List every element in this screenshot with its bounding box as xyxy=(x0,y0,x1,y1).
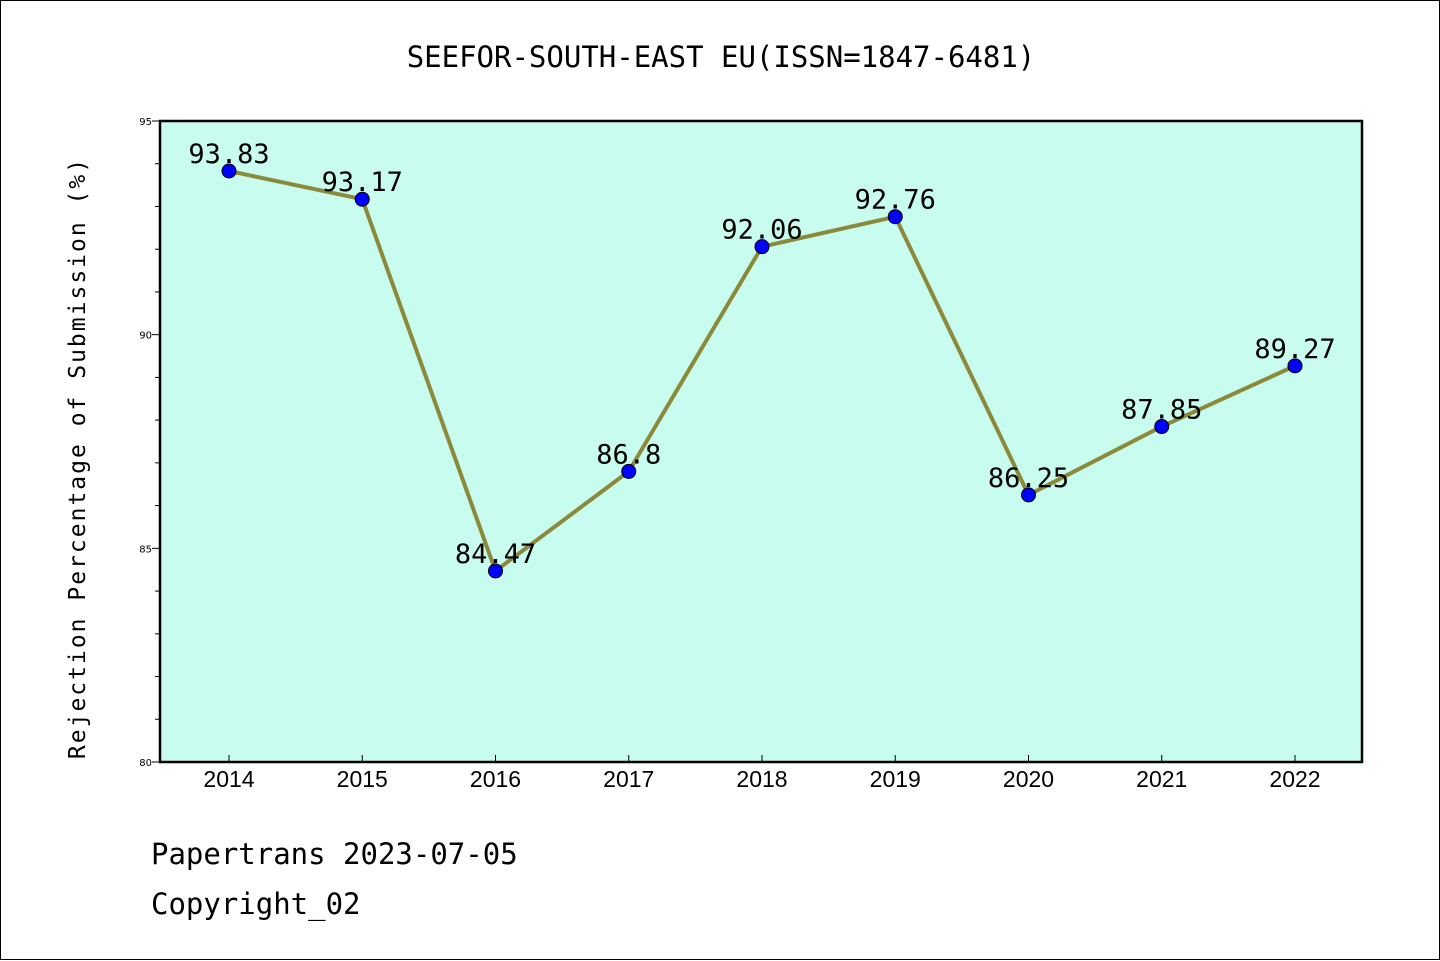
data-point-marker xyxy=(488,563,503,579)
y-tick-label: 90 xyxy=(139,331,152,342)
y-tick-label: 95 xyxy=(139,117,152,128)
x-tick-label: 2021 xyxy=(1136,766,1187,792)
series-line-group: 93.83 93.17 84.47 86.8 92.06 92.76 86.25 87.85 8… xyxy=(188,139,1336,579)
y-tick-label: 80 xyxy=(139,758,152,769)
data-point-marker xyxy=(1154,419,1170,435)
data-label: 86.25 xyxy=(988,463,1069,494)
chart-title: SEEFOR-SOUTH-EAST EU(ISSN=1847-6481) xyxy=(407,40,1036,74)
y-tick-label: 85 xyxy=(139,544,152,555)
y-axis-ticks: 80 85 90 95 xyxy=(139,117,160,769)
data-point-marker xyxy=(354,191,370,207)
plot-area xyxy=(158,119,1364,764)
data-point-marker xyxy=(1021,487,1036,503)
data-label: 92.76 xyxy=(855,185,936,216)
x-tick-label: 2018 xyxy=(736,766,787,792)
footer-copyright: Copyright_02 xyxy=(151,887,361,921)
x-tick-label: 2020 xyxy=(1003,766,1054,792)
x-tick-label: 2014 xyxy=(203,766,254,792)
x-tick-label: 2016 xyxy=(470,766,521,792)
data-point-marker xyxy=(621,463,637,479)
x-tick-label: 2015 xyxy=(337,766,388,792)
data-label: 93.83 xyxy=(188,139,269,170)
data-label: 89.27 xyxy=(1254,334,1335,365)
data-label: 86.8 xyxy=(596,439,661,470)
data-point-marker xyxy=(1287,358,1303,374)
x-tick-label: 2017 xyxy=(603,766,654,792)
data-point-marker xyxy=(887,209,903,225)
data-label: 93.17 xyxy=(322,167,403,198)
x-tick-label: 2022 xyxy=(1269,766,1320,792)
data-label: 92.06 xyxy=(721,215,802,246)
data-point-marker xyxy=(221,163,237,179)
data-point-marker xyxy=(754,239,770,255)
footer-date: Papertrans 2023-07-05 xyxy=(151,837,518,871)
data-label: 87.85 xyxy=(1121,395,1202,426)
x-tick-label: 2019 xyxy=(870,766,921,792)
y-axis-label: Rejection Percentage of Submission (%) xyxy=(65,157,91,759)
data-label: 84.47 xyxy=(455,539,536,570)
x-axis-ticks: 2014 2015 2016 2017 2018 2019 2020 2021 2022 xyxy=(203,755,1321,792)
